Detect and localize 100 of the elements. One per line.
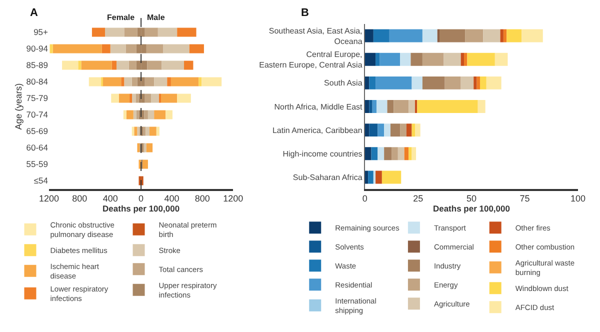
- bar: [146, 143, 153, 152]
- bar: [198, 77, 202, 86]
- y-tick-label: 65-69: [26, 126, 48, 136]
- bar: [506, 29, 522, 42]
- chart-title: A: [30, 7, 38, 19]
- bar: [141, 94, 145, 103]
- bar: [400, 124, 406, 137]
- bar: [134, 126, 138, 136]
- bar: [132, 77, 138, 86]
- bar: [124, 28, 138, 37]
- bar: [464, 52, 468, 66]
- x-tick-label: 400: [164, 194, 180, 204]
- y-tick-label: 95+: [34, 27, 48, 38]
- bar: [378, 147, 384, 160]
- bar: [141, 77, 145, 86]
- x-tick-label: 800: [194, 194, 210, 204]
- y-tick-label: 55-59: [26, 159, 48, 170]
- bar: [486, 76, 502, 90]
- bar: [387, 100, 394, 113]
- bar: [494, 52, 508, 66]
- y-tick-label: 80-84: [26, 76, 48, 87]
- bar: [408, 100, 415, 113]
- bar: [144, 77, 154, 86]
- bar: [478, 100, 486, 113]
- y-tick-label: South Asia: [324, 78, 363, 88]
- y-tick-label: 60-64: [26, 142, 48, 153]
- bar: [422, 29, 438, 42]
- bar: [439, 29, 466, 42]
- bar: [422, 76, 445, 90]
- bar: [389, 29, 422, 42]
- bar: [460, 76, 474, 90]
- bar: [62, 60, 78, 70]
- bar: [147, 60, 162, 70]
- bar: [364, 29, 374, 42]
- chart-title: B: [301, 7, 309, 19]
- bar: [444, 52, 461, 66]
- bar: [105, 28, 124, 37]
- bar: [483, 29, 500, 42]
- bar: [378, 124, 384, 137]
- bar: [444, 76, 461, 90]
- x-axis-title: Deaths per 100,000: [432, 204, 510, 214]
- annotation: Female: [107, 13, 136, 22]
- y-tick-label: High-income countries: [282, 149, 362, 158]
- bar: [376, 170, 382, 184]
- bar: [480, 76, 486, 90]
- y-tick-label: Sub-Saharan Africa: [292, 173, 363, 182]
- y-tick-label: North Africa, Middle East: [274, 102, 364, 112]
- bar: [400, 52, 411, 66]
- annotation: Male: [147, 13, 166, 22]
- bar: [412, 76, 422, 90]
- y-tick-label: 75-79: [26, 93, 48, 104]
- y-tick-label: Southeast Asia, East Asia, Oceana: [268, 26, 363, 46]
- bar: [136, 110, 139, 120]
- bar: [394, 100, 409, 113]
- bar: [170, 77, 199, 86]
- bar: [121, 77, 124, 86]
- x-tick-label: 75: [520, 194, 530, 204]
- y-tick-label: ≤54: [34, 176, 48, 186]
- bar: [398, 147, 404, 160]
- bar: [189, 44, 204, 54]
- bar: [177, 28, 196, 37]
- bar: [390, 124, 400, 137]
- bar: [371, 147, 378, 160]
- y-tick-label: 90-94: [26, 44, 48, 54]
- bar: [88, 77, 102, 86]
- bar: [369, 100, 372, 113]
- bar: [102, 77, 122, 86]
- bar: [369, 124, 378, 137]
- bar: [123, 110, 126, 120]
- bar: [148, 110, 154, 120]
- bar: [78, 60, 82, 70]
- bar: [136, 94, 139, 103]
- bar: [162, 60, 184, 70]
- bar: [404, 147, 409, 160]
- y-tick-label: 85-89: [26, 60, 48, 70]
- bar: [412, 124, 415, 137]
- bar: [373, 170, 376, 184]
- bar: [132, 126, 134, 136]
- bar: [110, 44, 126, 54]
- bar: [406, 124, 412, 137]
- x-tick-label: 1200: [223, 194, 244, 204]
- bar: [126, 44, 136, 54]
- x-tick-label: 0: [362, 194, 368, 204]
- bar: [384, 147, 392, 160]
- bar: [364, 100, 370, 113]
- bar: [137, 143, 140, 152]
- bar: [143, 126, 146, 136]
- bar: [392, 147, 398, 160]
- bar: [364, 76, 370, 90]
- x-tick-label: 100: [570, 194, 586, 204]
- bar: [124, 77, 132, 86]
- bar: [364, 124, 370, 137]
- bar: [384, 124, 390, 137]
- bar: [133, 110, 136, 120]
- bar: [158, 28, 178, 37]
- bar: [376, 76, 412, 90]
- y-tick-label: Central Europe, Eastern Europe, Central Asia: [259, 50, 363, 70]
- bar: [92, 28, 105, 37]
- bar: [166, 110, 172, 120]
- bar: [184, 60, 194, 70]
